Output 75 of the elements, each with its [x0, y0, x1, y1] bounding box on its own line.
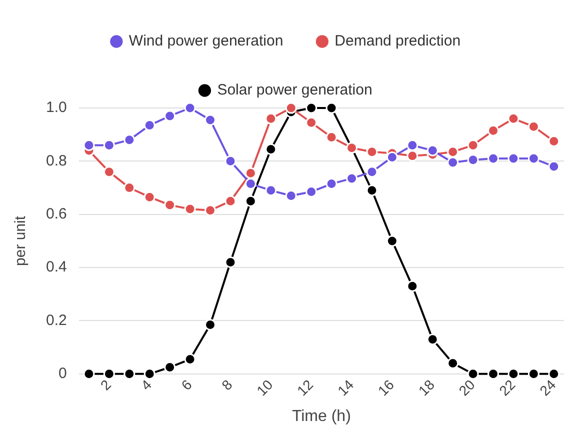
y-tick-label: 0.4: [46, 258, 67, 276]
y-axis-title: per unit: [12, 215, 30, 266]
point: [326, 132, 338, 143]
x-tick-label: 4: [138, 376, 155, 394]
point: [488, 124, 499, 136]
point: [447, 156, 459, 168]
point: [164, 110, 176, 122]
point: [548, 368, 560, 380]
point: [406, 280, 418, 292]
point: [528, 152, 540, 164]
y-tick-label: 0: [58, 365, 67, 382]
point: [528, 368, 540, 380]
point: [548, 160, 560, 172]
point: [285, 102, 297, 114]
point: [224, 195, 236, 207]
point: [184, 102, 196, 114]
point: [265, 143, 277, 155]
point: [366, 166, 378, 178]
point: [204, 204, 216, 216]
x-tick-label: 12: [294, 376, 316, 399]
point: [346, 172, 358, 184]
point: [366, 184, 378, 196]
x-axis-title: Time (h): [292, 408, 351, 425]
legend-label: Demand prediction: [334, 32, 461, 50]
x-tick-label: 20: [456, 376, 478, 399]
x-tick-label: 22: [496, 376, 518, 399]
point: [366, 146, 378, 158]
x-tick-label: 6: [178, 376, 196, 394]
point: [224, 256, 236, 268]
y-tick-label: 1.0: [46, 99, 67, 116]
point: [103, 166, 115, 178]
point: [467, 368, 479, 380]
y-tick-label: 0.8: [46, 152, 67, 170]
point: [244, 195, 256, 207]
x-tick-label: 18: [415, 376, 438, 399]
point: [144, 368, 156, 380]
point: [306, 116, 318, 128]
x-tick-label: 8: [218, 376, 236, 394]
x-tick-label: 10: [253, 376, 276, 399]
point: [488, 152, 499, 164]
point: [164, 199, 176, 211]
x-tick-label: 16: [374, 376, 398, 399]
point: [144, 191, 156, 203]
legend-label: Solar power generation: [217, 82, 372, 99]
point: [386, 151, 398, 163]
point: [528, 120, 540, 132]
point: [467, 154, 479, 166]
point: [204, 114, 216, 126]
point: [306, 102, 318, 114]
point: [265, 112, 277, 124]
legend-label: Wind power generation: [128, 32, 284, 50]
y-tick-label: 0.2: [46, 312, 67, 329]
point: [103, 368, 115, 380]
point: [508, 112, 520, 124]
x-tick-label: 24: [536, 376, 559, 399]
point: [83, 368, 95, 380]
point: [285, 190, 297, 202]
point: [184, 203, 196, 215]
point: [244, 167, 256, 179]
x-tick-label: 2: [97, 376, 114, 394]
y-tick-label: 0.6: [46, 206, 67, 223]
point: [508, 368, 520, 380]
point: [426, 144, 438, 156]
point: [124, 134, 136, 146]
point: [406, 150, 418, 162]
point: [488, 368, 499, 380]
point: [265, 184, 277, 196]
point: [224, 155, 236, 167]
point: [124, 368, 136, 380]
point: [386, 235, 398, 247]
point: [447, 146, 459, 158]
point: [326, 102, 338, 114]
point: [426, 334, 438, 346]
point: [508, 152, 520, 164]
x-tick-label: 14: [334, 376, 357, 399]
